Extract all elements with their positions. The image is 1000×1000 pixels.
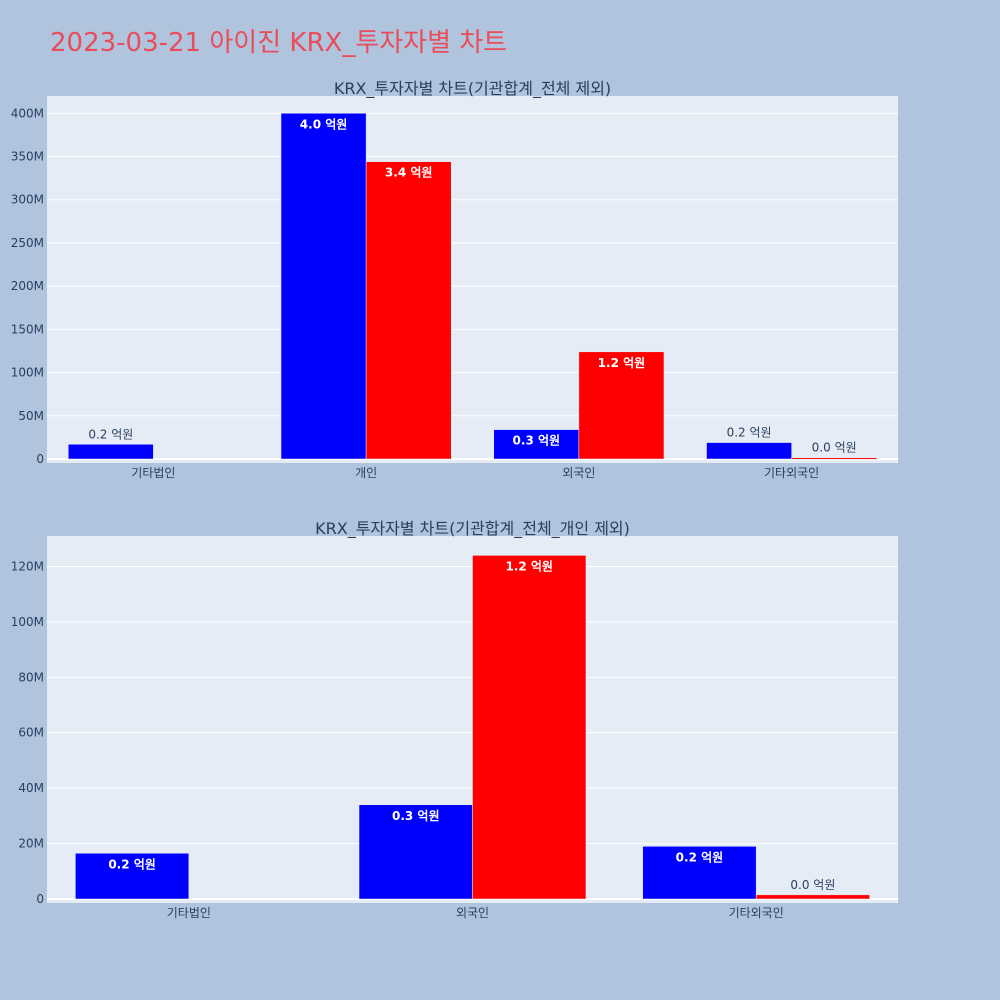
- bar: [578, 351, 665, 460]
- y-tick-label: 200M: [11, 279, 44, 293]
- bar: [642, 846, 757, 900]
- y-tick-label: 0: [36, 452, 44, 466]
- data-label: 0.2 억원: [108, 857, 156, 871]
- data-label: 1.2 억원: [505, 559, 553, 573]
- data-label: 3.4 억원: [385, 166, 433, 180]
- y-tick-label: 80M: [18, 670, 44, 684]
- bar: [68, 444, 154, 460]
- bar: [472, 555, 587, 900]
- x-tick-label: 기타외국인: [729, 906, 784, 920]
- y-tick-label: 150M: [11, 322, 44, 336]
- x-tick-label: 기타법인: [167, 906, 211, 920]
- data-label: 0.0 억원: [812, 441, 857, 455]
- y-tick-label: 50M: [18, 409, 44, 423]
- x-tick-label: 개인: [355, 466, 377, 480]
- data-label: 0.2 억원: [676, 850, 724, 864]
- data-label: 0.0 억원: [790, 878, 835, 892]
- bar: [791, 457, 877, 460]
- bar: [365, 161, 452, 460]
- x-tick-label: 기타외국인: [764, 466, 819, 480]
- data-label: 4.0 억원: [300, 117, 348, 131]
- bar: [280, 113, 367, 460]
- y-tick-label: 350M: [11, 150, 44, 164]
- y-tick-label: 0: [36, 892, 44, 906]
- plot-area: [47, 96, 898, 463]
- x-tick-label: 기타법인: [131, 466, 175, 480]
- y-tick-label: 20M: [18, 837, 44, 851]
- bar: [493, 429, 580, 460]
- y-tick-label: 40M: [18, 781, 44, 795]
- bar: [706, 442, 792, 460]
- y-tick-label: 100M: [11, 615, 44, 629]
- bar: [75, 853, 190, 900]
- x-tick-label: 외국인: [456, 906, 489, 920]
- page-title: 2023-03-21 아이진 KRX_투자자별 차트: [50, 28, 508, 58]
- chart-2: 0 20M 40M 60M 80M 100M 120M KRX_투자자별 차트(기관합계_전체…: [11, 519, 898, 920]
- chart-title: KRX_투자자별 차트(기관합계_전체 제외): [334, 79, 611, 99]
- data-label: 0.2 억원: [88, 427, 133, 441]
- data-label: 1.2 억원: [598, 356, 646, 370]
- y-tick-label: 120M: [11, 559, 44, 573]
- x-tick-label: 외국인: [562, 466, 595, 480]
- y-tick-label: 60M: [18, 726, 44, 740]
- chart-1: 0 50M 100M 150M 200M 250M 300M 350M 400M KRX_투자자별…: [11, 79, 898, 480]
- y-tick-label: 400M: [11, 106, 44, 120]
- y-tick-label: 100M: [11, 366, 44, 380]
- chart-title: KRX_투자자별 차트(기관합계_전체_개인 제외): [315, 519, 630, 539]
- bar: [358, 804, 473, 900]
- data-label: 0.3 억원: [392, 809, 440, 823]
- data-label: 0.3 억원: [513, 434, 561, 448]
- bar: [755, 894, 870, 900]
- data-label: 0.2 억원: [727, 426, 772, 440]
- y-tick-label: 250M: [11, 236, 44, 250]
- y-tick-label: 300M: [11, 193, 44, 207]
